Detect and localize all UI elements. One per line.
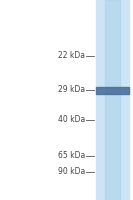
Text: 29 kDa: 29 kDa bbox=[58, 85, 85, 94]
Text: 90 kDa: 90 kDa bbox=[58, 168, 85, 176]
Text: 40 kDa: 40 kDa bbox=[58, 116, 85, 124]
Bar bbox=[105, 0, 120, 200]
Bar bbox=[96, 87, 129, 94]
Text: 22 kDa: 22 kDa bbox=[58, 51, 85, 60]
Text: 65 kDa: 65 kDa bbox=[58, 152, 85, 160]
Bar bbox=[96, 0, 129, 200]
